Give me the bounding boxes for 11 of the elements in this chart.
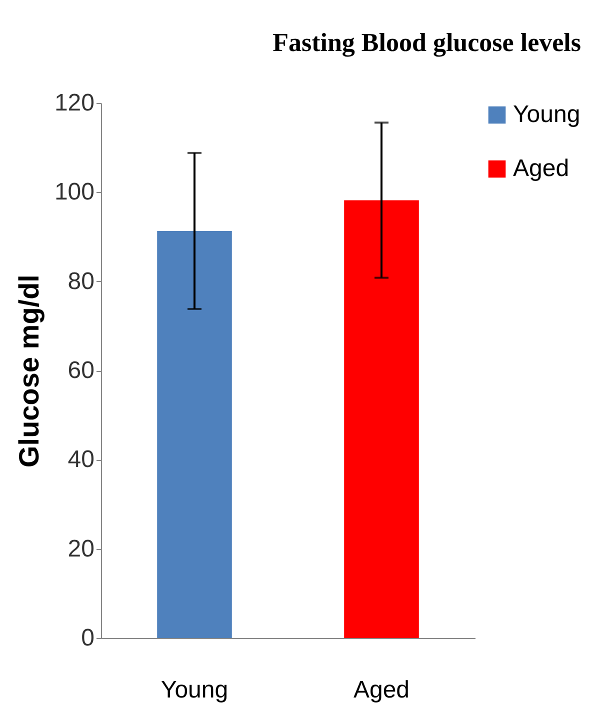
y-tick-label: 120 (54, 90, 94, 116)
y-tick-label: 40 (68, 446, 94, 474)
y-tick-label: 20 (68, 535, 94, 562)
y-tick-label: 100 (54, 178, 94, 206)
y-tick-label: 0 (81, 624, 94, 652)
y-tick-label: 80 (68, 268, 94, 295)
legend-label: Young (513, 101, 580, 128)
y-axis-title: Glucose mg/dl (13, 274, 44, 468)
chart-title: Fasting Blood glucose levels (272, 28, 581, 57)
y-tick-label: 60 (68, 357, 94, 384)
legend-label: Aged (513, 155, 570, 182)
